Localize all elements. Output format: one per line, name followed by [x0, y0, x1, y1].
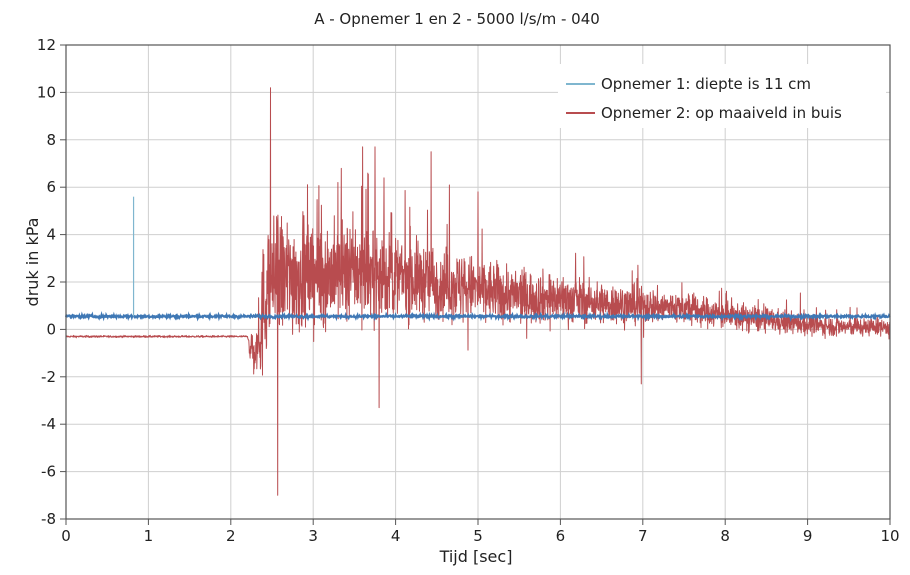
x-tick-label: 4: [391, 527, 401, 545]
x-tick-label: 8: [720, 527, 730, 545]
legend: Opnemer 1: diepte is 11 cm Opnemer 2: op…: [558, 64, 886, 128]
x-tick-label: 0: [61, 527, 71, 545]
x-tick-label: 1: [144, 527, 154, 545]
y-tick-label: 10: [37, 83, 56, 101]
y-tick-label: 12: [37, 36, 56, 54]
y-tick-label: -4: [41, 415, 56, 433]
legend-box: [558, 64, 886, 128]
x-tick-label: 2: [226, 527, 236, 545]
x-tick-label: 10: [880, 527, 899, 545]
y-tick-label: 2: [46, 273, 56, 291]
y-tick-label: -6: [41, 463, 56, 481]
x-tick-label: 6: [556, 527, 566, 545]
y-tick-label: 8: [46, 131, 56, 149]
x-axis-label: Tijd [sec]: [439, 547, 513, 566]
y-tick-label: -8: [41, 510, 56, 528]
series-line-opnemer-2: [65, 87, 891, 496]
legend-label-opnemer-2: Opnemer 2: op maaiveld in buis: [601, 104, 842, 122]
series-lines: [65, 87, 891, 496]
x-tick-label: 5: [473, 527, 483, 545]
y-tick-label: 4: [46, 226, 56, 244]
legend-label-opnemer-1: Opnemer 1: diepte is 11 cm: [601, 75, 811, 93]
y-axis-label: druk in kPa: [23, 218, 42, 307]
x-tick-label: 7: [638, 527, 648, 545]
y-tick-label: -2: [41, 368, 56, 386]
series-line-opnemer-1: [65, 311, 891, 323]
x-tick-label: 3: [308, 527, 318, 545]
plot-frame: [65, 44, 891, 520]
y-tick-label: 0: [46, 320, 56, 338]
y-tick-label: 6: [46, 178, 56, 196]
x-tick-label: 9: [803, 527, 813, 545]
chart-title: A - Opnemer 1 en 2 - 5000 l/s/m - 040: [314, 10, 600, 28]
